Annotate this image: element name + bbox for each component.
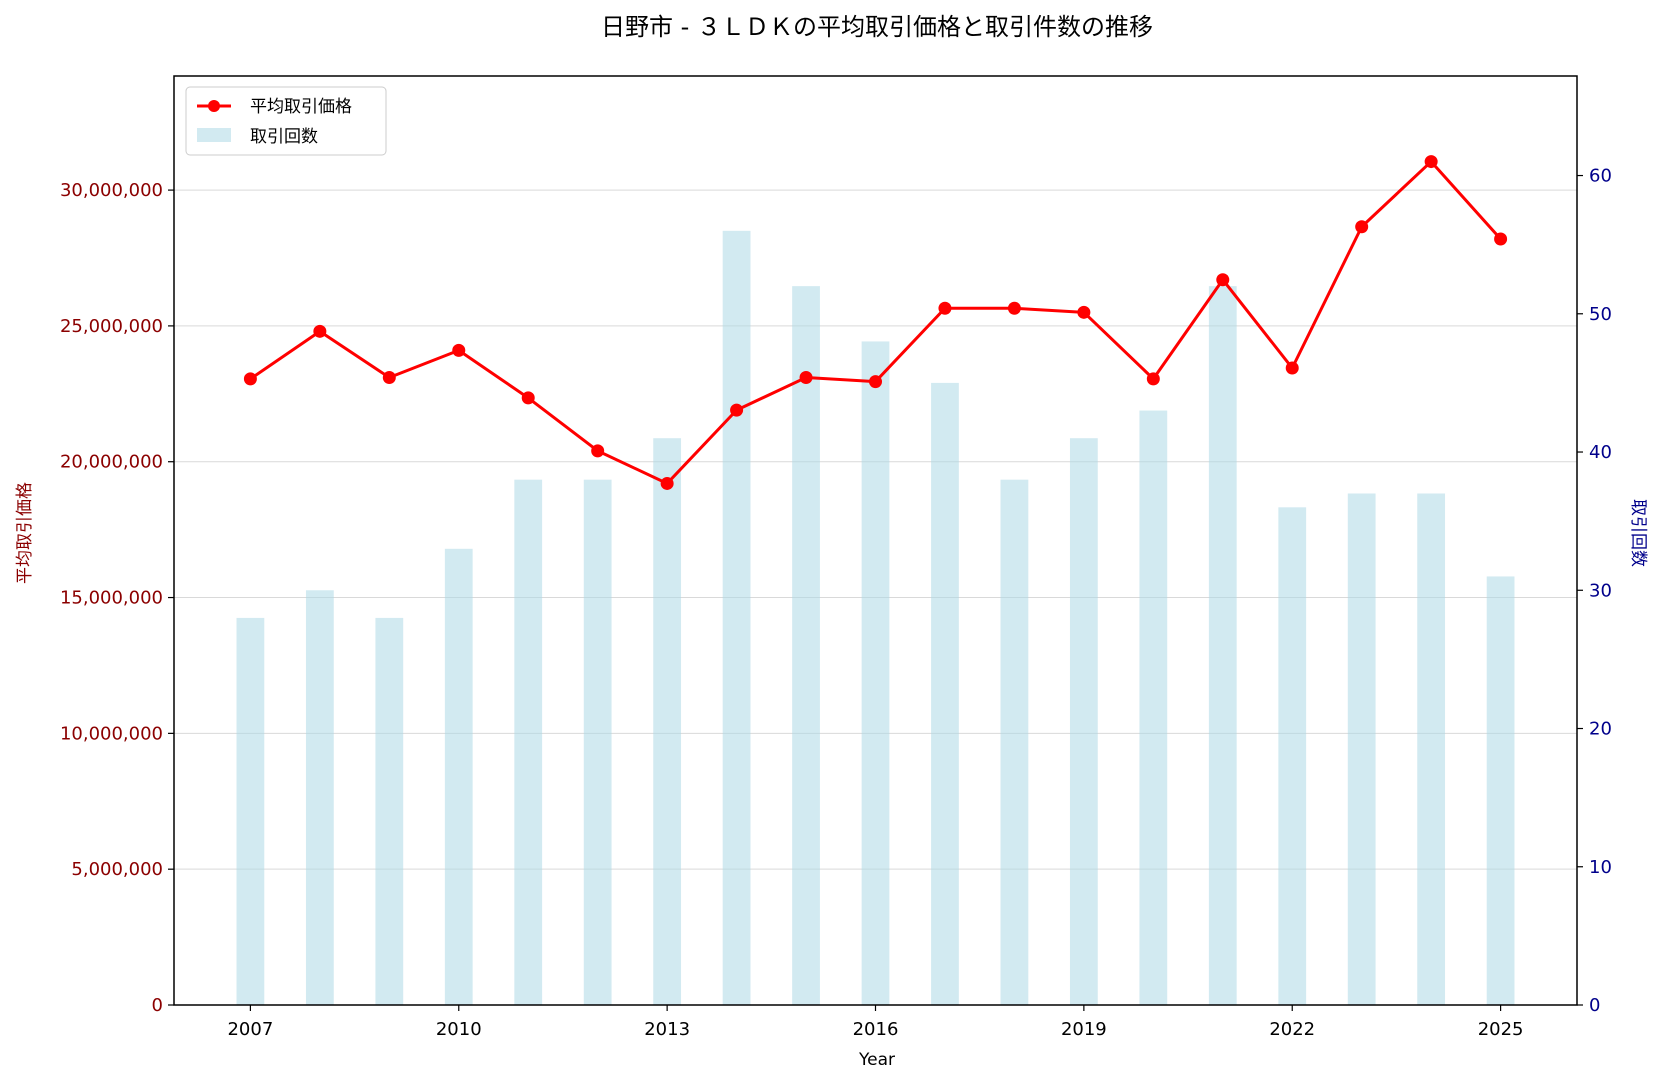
price-point-2016 bbox=[869, 375, 882, 389]
price-point-2015 bbox=[799, 371, 813, 385]
price-point-2022 bbox=[1285, 361, 1299, 375]
price-point-2018 bbox=[1007, 301, 1021, 315]
price-point-2020 bbox=[1146, 372, 1160, 386]
price-point-2008 bbox=[313, 324, 327, 338]
right-tick-label: 60 bbox=[1589, 166, 1612, 187]
price-point-2013 bbox=[660, 476, 674, 490]
bar-2018 bbox=[1000, 479, 1029, 1005]
price-point-2023 bbox=[1355, 220, 1369, 234]
x-axis-ticks: 2007 2010 2013 2016 2019 2022 2025 bbox=[227, 1005, 1524, 1040]
price-point-2021 bbox=[1216, 273, 1230, 287]
left-tick-label: 10,000,000 bbox=[60, 723, 163, 744]
price-point-2010 bbox=[452, 343, 466, 357]
bar-2014 bbox=[722, 230, 751, 1006]
bar-2009 bbox=[375, 617, 404, 1005]
x-tick-label: 2025 bbox=[1478, 1019, 1524, 1040]
bar-2021 bbox=[1208, 286, 1237, 1005]
legend-bar-swatch bbox=[197, 128, 231, 142]
x-tick-label: 2019 bbox=[1061, 1019, 1107, 1040]
left-tick-label: 30,000,000 bbox=[60, 180, 163, 201]
right-tick-label: 30 bbox=[1589, 580, 1612, 601]
chart-title: 日野市 - ３ＬＤＫの平均取引価格と取引件数の推移 bbox=[601, 13, 1153, 41]
price-point-2024 bbox=[1424, 155, 1438, 169]
bar-2016 bbox=[861, 341, 890, 1005]
legend-label-count: 取引回数 bbox=[250, 127, 318, 147]
bar-2015 bbox=[792, 286, 820, 1005]
left-tick-label: 25,000,000 bbox=[60, 316, 163, 337]
bar-2010 bbox=[444, 548, 473, 1005]
bar-2022 bbox=[1278, 507, 1307, 1005]
bar-2020 bbox=[1139, 410, 1168, 1005]
x-tick-label: 2016 bbox=[853, 1019, 899, 1040]
right-tick-label: 50 bbox=[1589, 304, 1612, 325]
legend: 平均取引価格 取引回数 bbox=[185, 86, 387, 156]
left-tick-label: 5,000,000 bbox=[71, 859, 163, 880]
x-tick-label: 2007 bbox=[227, 1019, 273, 1040]
right-axis-ticks: 0 10 20 30 40 50 60 bbox=[1577, 166, 1612, 1016]
legend-label-price: 平均取引価格 bbox=[250, 97, 352, 117]
bar-2023 bbox=[1347, 493, 1376, 1005]
bar-2017 bbox=[931, 382, 959, 1005]
left-tick-label: 0 bbox=[152, 995, 163, 1016]
right-tick-label: 40 bbox=[1589, 442, 1612, 463]
right-tick-label: 20 bbox=[1589, 719, 1612, 740]
price-point-2019 bbox=[1077, 305, 1091, 319]
left-tick-label: 15,000,000 bbox=[60, 588, 163, 609]
left-axis-title: 平均取引価格 bbox=[15, 482, 35, 584]
right-tick-label: 0 bbox=[1589, 995, 1600, 1016]
price-point-2014 bbox=[730, 403, 744, 417]
left-axis-ticks: 0 5,000,000 10,000,000 15,000,000 20,000,000… bbox=[60, 180, 174, 1016]
line-series bbox=[243, 155, 1508, 490]
left-tick-label: 20,000,000 bbox=[60, 452, 163, 473]
bar-2019 bbox=[1069, 438, 1098, 1005]
legend-box bbox=[185, 86, 387, 156]
right-axis-title: 取引回数 bbox=[1628, 499, 1648, 567]
x-axis-title: Year bbox=[858, 1050, 895, 1070]
x-tick-label: 2010 bbox=[436, 1019, 482, 1040]
price-point-2007 bbox=[243, 372, 257, 386]
price-point-2025 bbox=[1494, 232, 1508, 246]
price-point-2012 bbox=[591, 444, 605, 458]
bar-2011 bbox=[514, 479, 543, 1005]
bar-2008 bbox=[305, 590, 334, 1005]
bar-2025 bbox=[1486, 576, 1515, 1005]
legend-line-marker bbox=[208, 100, 220, 112]
price-point-2011 bbox=[521, 391, 535, 405]
bar-2013 bbox=[653, 438, 682, 1005]
right-tick-label: 10 bbox=[1589, 857, 1612, 878]
x-tick-label: 2013 bbox=[644, 1019, 690, 1040]
bar-series bbox=[236, 230, 1515, 1006]
bar-2007 bbox=[236, 617, 265, 1005]
bar-2024 bbox=[1417, 493, 1446, 1005]
bar-2012 bbox=[583, 479, 612, 1005]
x-tick-label: 2022 bbox=[1269, 1019, 1315, 1040]
price-point-2017 bbox=[938, 301, 952, 315]
price-point-2009 bbox=[382, 371, 396, 385]
